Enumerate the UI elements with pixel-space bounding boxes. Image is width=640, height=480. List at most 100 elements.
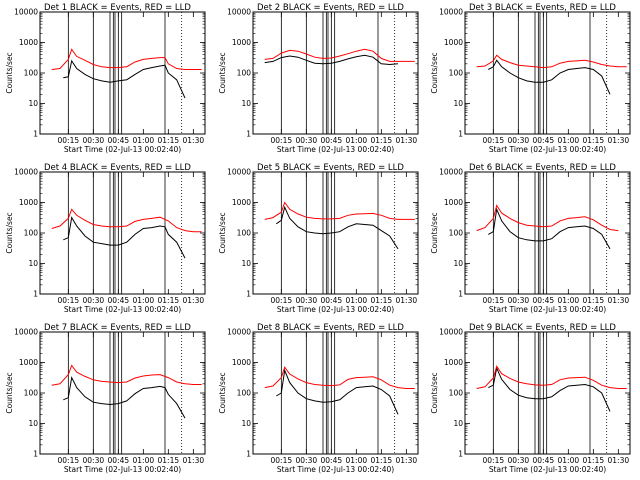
series-line-events: [63, 59, 186, 99]
y-axis-label: Counts/sec: [430, 372, 439, 413]
x-tick-label: 00:45: [108, 296, 130, 305]
y-tick-label: 1: [33, 450, 38, 459]
x-tick-label: 01:30: [608, 136, 630, 145]
x-axis-label: Start Time (02-Jul-13 00:02:40): [64, 145, 181, 154]
y-tick-label: 10000: [439, 8, 463, 17]
x-tick-label: 00:30: [83, 296, 105, 305]
y-axis-label: Counts/sec: [218, 52, 227, 93]
x-tick-label: 00:30: [83, 136, 105, 145]
series-line-lld: [51, 208, 202, 233]
y-tick-label: 1000: [19, 358, 38, 367]
chart-panel-1: Det 1 BLACK = Events, RED = LLD 1 10 100 100…: [5, 3, 206, 154]
x-tick-label: 00:30: [296, 136, 318, 145]
x-tick-label: 00:15: [271, 136, 293, 145]
y-tick-label: 10000: [227, 168, 251, 177]
x-tick-label: 01:30: [183, 456, 205, 465]
x-tick-label: 01:15: [158, 456, 180, 465]
x-tick-label: 00:45: [533, 136, 555, 145]
y-tick-label: 100: [449, 69, 464, 78]
y-tick-label: 10: [28, 419, 38, 428]
y-tick-label: 100: [237, 229, 252, 238]
y-tick-label: 1: [246, 450, 251, 459]
series-line-lld: [264, 201, 415, 220]
y-tick-label: 100: [24, 229, 39, 238]
x-tick-label: 00:30: [296, 296, 318, 305]
y-tick-label: 1: [33, 290, 38, 299]
x-tick-label: 01:30: [183, 136, 205, 145]
x-tick-label: 00:30: [83, 456, 105, 465]
y-tick-label: 10000: [14, 328, 38, 337]
chart-panel-2: Det 2 BLACK = Events, RED = LLD 1 10 100 100…: [218, 3, 419, 154]
x-axis-label: Start Time (02-Jul-13 00:02:40): [277, 465, 394, 474]
y-tick-label: 1000: [444, 38, 463, 47]
y-tick-label: 10: [453, 99, 463, 108]
x-tick-label: 00:30: [508, 136, 530, 145]
plot-frame: [252, 11, 419, 135]
chart-panel-7: Det 7 BLACK = Events, RED = LLD 1 10 100 100…: [5, 323, 206, 474]
x-tick-label: 01:00: [558, 456, 580, 465]
y-tick-label: 1000: [444, 198, 463, 207]
y-tick-label: 1000: [19, 198, 38, 207]
chart-panel-6: Det 6 BLACK = Events, RED = LLD 1 10 100 100…: [430, 163, 631, 314]
x-tick-label: 01:00: [558, 136, 580, 145]
y-axis-label: Counts/sec: [430, 212, 439, 253]
series-line-events: [488, 207, 611, 250]
y-axis-label: Counts/sec: [5, 52, 14, 93]
x-tick-label: 00:45: [108, 136, 130, 145]
x-tick-label: 01:00: [558, 296, 580, 305]
y-tick-label: 1: [33, 130, 38, 139]
x-tick-label: 00:45: [321, 136, 343, 145]
series-line-lld: [264, 366, 415, 389]
y-tick-label: 1: [246, 290, 251, 299]
x-tick-label: 00:45: [533, 296, 555, 305]
x-tick-label: 00:30: [508, 296, 530, 305]
series-line-events: [264, 54, 399, 66]
series-line-lld: [51, 364, 202, 386]
plot-frame: [39, 331, 206, 455]
y-tick-label: 100: [24, 389, 39, 398]
x-tick-label: 01:30: [396, 456, 418, 465]
y-tick-label: 10000: [227, 8, 251, 17]
x-axis-label: Start Time (02-Jul-13 00:02:40): [489, 465, 606, 474]
y-axis-label: Counts/sec: [5, 372, 14, 413]
series-line-events: [63, 216, 186, 259]
plot-frame: [252, 331, 419, 455]
y-tick-label: 1000: [232, 358, 251, 367]
x-tick-label: 00:15: [271, 456, 293, 465]
chart-panel-9: Det 9 BLACK = Events, RED = LLD 1 10 100 100…: [430, 323, 631, 474]
x-tick-label: 01:15: [371, 456, 393, 465]
chart-title: Det 3 BLACK = Events, RED = LLD: [469, 3, 616, 13]
x-tick-label: 00:45: [108, 456, 130, 465]
chart-title: Det 6 BLACK = Events, RED = LLD: [469, 163, 616, 173]
x-tick-label: 00:15: [58, 136, 80, 145]
x-tick-label: 01:30: [183, 296, 205, 305]
y-tick-label: 1000: [444, 358, 463, 367]
y-axis-label: Counts/sec: [218, 372, 227, 413]
chart-panel-5: Det 5 BLACK = Events, RED = LLD 1 10 100 100…: [218, 163, 419, 314]
chart-title: Det 4 BLACK = Events, RED = LLD: [44, 163, 191, 173]
series-line-events: [276, 205, 399, 250]
plot-frame: [252, 171, 419, 295]
x-tick-label: 01:00: [133, 136, 155, 145]
x-tick-label: 01:15: [158, 296, 180, 305]
series-line-lld: [476, 204, 619, 232]
y-tick-label: 10: [241, 259, 251, 268]
x-tick-label: 01:00: [133, 296, 155, 305]
x-tick-label: 00:15: [271, 296, 293, 305]
series-line-lld: [476, 54, 627, 69]
y-tick-label: 1000: [19, 38, 38, 47]
x-tick-label: 01:15: [583, 136, 605, 145]
series-line-events: [63, 376, 186, 419]
x-tick-label: 00:45: [321, 456, 343, 465]
y-tick-label: 100: [237, 389, 252, 398]
y-tick-label: 10: [28, 99, 38, 108]
chart-panel-3: Det 3 BLACK = Events, RED = LLD 1 10 100 100…: [430, 3, 631, 154]
series-line-events: [276, 368, 399, 415]
x-tick-label: 01:15: [158, 136, 180, 145]
y-tick-label: 10000: [439, 168, 463, 177]
y-tick-label: 10: [28, 259, 38, 268]
chart-title: Det 1 BLACK = Events, RED = LLD: [44, 3, 191, 13]
x-axis-label: Start Time (02-Jul-13 00:02:40): [489, 145, 606, 154]
x-tick-label: 01:15: [371, 136, 393, 145]
